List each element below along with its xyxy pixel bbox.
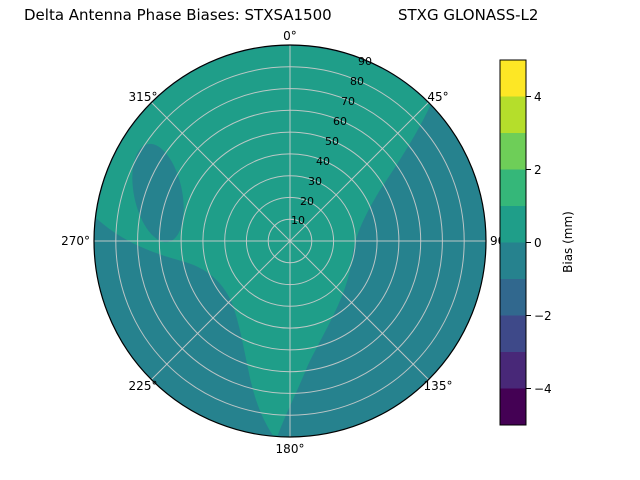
grid-spoke xyxy=(151,102,429,380)
radial-label-50: 50 xyxy=(325,135,339,148)
colorbar-tick-label-0: 0 xyxy=(534,236,542,250)
polar-grid xyxy=(94,45,486,437)
contour-region-0-1 xyxy=(95,46,435,436)
contour-island-neg1-0 xyxy=(132,143,184,243)
colorbar-axis-label: Bias (mm) xyxy=(561,211,575,273)
colorbar-band xyxy=(500,315,526,352)
azimuth-label-180: 180° xyxy=(276,442,305,456)
azimuth-label-270: 270° xyxy=(61,234,90,248)
colorbar-band xyxy=(500,388,526,425)
colorbar-band xyxy=(500,133,526,170)
radial-label-10: 10 xyxy=(291,214,305,227)
colorbar: 4 2 0 −2 −4 Bias (mm) xyxy=(499,59,575,426)
colorbar-tick-label-neg2: −2 xyxy=(534,309,552,323)
radial-label-90: 90 xyxy=(358,55,372,68)
azimuth-label-135: 135° xyxy=(424,379,453,393)
azimuth-label-0: 0° xyxy=(283,29,297,43)
colorbar-band xyxy=(500,279,526,316)
colorbar-band xyxy=(500,242,526,279)
colorbar-tick-label-2: 2 xyxy=(534,163,542,177)
radial-label-40: 40 xyxy=(316,155,330,168)
chart-title-left: Delta Antenna Phase Biases: STXSA1500 xyxy=(24,6,332,24)
azimuth-label-225: 225° xyxy=(129,379,158,393)
radial-label-70: 70 xyxy=(341,95,355,108)
colorbar-tick-label-4: 4 xyxy=(534,90,542,104)
azimuth-label-315: 315° xyxy=(129,90,158,104)
azimuth-label-45: 45° xyxy=(427,90,448,104)
colorbar-tick-label-neg4: −4 xyxy=(534,382,552,396)
radial-label-60: 60 xyxy=(333,115,347,128)
radial-labels: 90 80 70 60 50 40 30 20 10 xyxy=(291,55,372,227)
radial-label-20: 20 xyxy=(300,195,314,208)
colorbar-band xyxy=(500,206,526,243)
colorbar-band xyxy=(500,60,526,97)
radial-label-30: 30 xyxy=(308,175,322,188)
colorbar-band xyxy=(500,169,526,206)
chart-title-right: STXG GLONASS-L2 xyxy=(398,6,538,24)
radial-label-80: 80 xyxy=(350,75,364,88)
polar-axis-rim xyxy=(93,44,487,438)
colorbar-band xyxy=(500,352,526,389)
colorbar-band xyxy=(500,96,526,133)
